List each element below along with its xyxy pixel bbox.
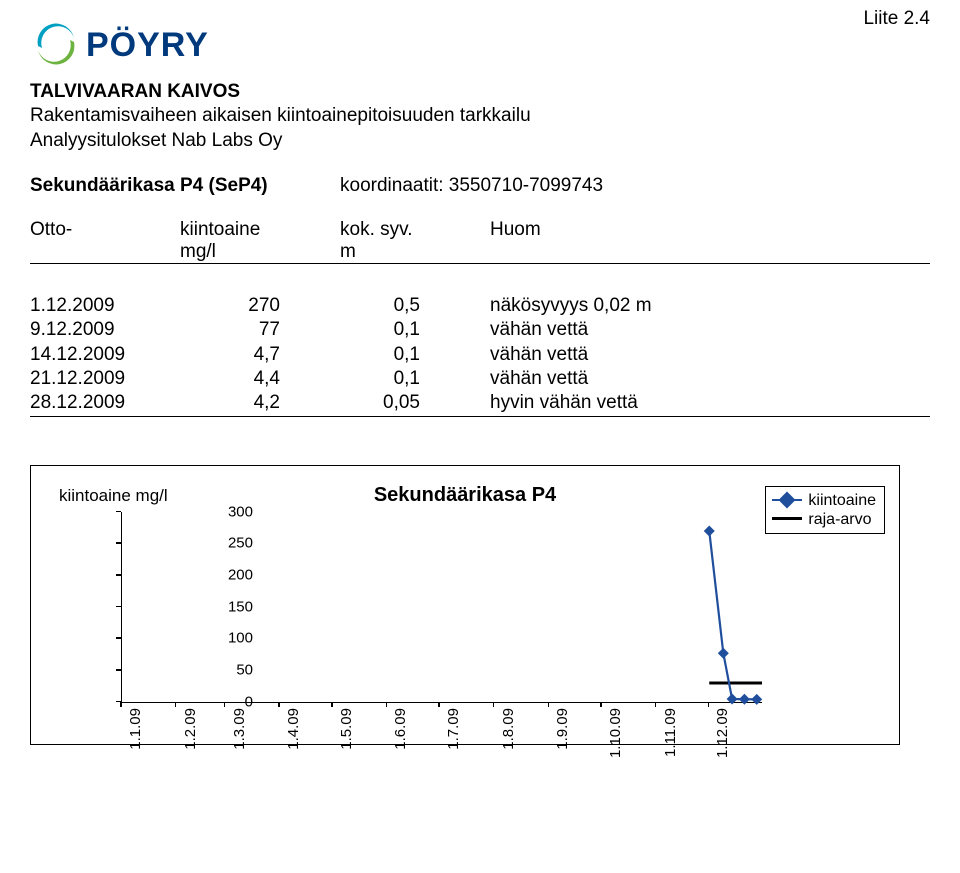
x-tick-label: 1.8.09 — [500, 708, 517, 750]
x-tick-label: 1.4.09 — [285, 708, 302, 750]
cell-depth: 0,5 — [340, 294, 490, 318]
x-tick-label: 1.2.09 — [182, 708, 199, 750]
coordinates: koordinaatit: 3550710-7099743 — [340, 175, 603, 197]
y-tick — [116, 574, 121, 576]
table-row: 28.12.20094,20,05hyvin vähän vettä — [30, 391, 930, 415]
x-tick-label: 1.11.09 — [662, 708, 679, 757]
cell-note: vähän vettä — [490, 367, 930, 391]
x-tick — [438, 702, 440, 707]
data-table: 1.12.20092700,5näkösyvyys 0,02 m9.12.200… — [30, 294, 930, 417]
cell-value: 270 — [180, 294, 340, 318]
chart: kiintoaine mg/l Sekundäärikasa P4 kiinto… — [30, 465, 900, 745]
data-marker — [751, 693, 762, 704]
y-tick — [116, 511, 121, 513]
table-row: 1.12.20092700,5näkösyvyys 0,02 m — [30, 294, 930, 318]
cell-date: 21.12.2009 — [30, 367, 180, 391]
attachment-label: Liite 2.4 — [863, 8, 930, 30]
x-tick-label: 1.12.09 — [714, 708, 731, 758]
cell-date: 28.12.2009 — [30, 391, 180, 415]
x-tick — [493, 702, 495, 707]
cell-note: näkösyvyys 0,02 m — [490, 294, 930, 318]
header-line3: Analyysitulokset Nab Labs Oy — [30, 129, 930, 153]
meta-kiintoaine: kiintoaine — [180, 219, 340, 241]
x-tick — [600, 702, 602, 707]
y-tick-label: 100 — [213, 630, 253, 647]
section-title: Sekundäärikasa P4 (SeP4) — [30, 175, 340, 197]
y-tick — [116, 637, 121, 639]
cell-depth: 0,1 — [340, 318, 490, 342]
header-line2: Rakentamisvaiheen aikaisen kiintoainepit… — [30, 104, 930, 128]
x-tick — [548, 702, 550, 707]
cell-date: 9.12.2009 — [30, 318, 180, 342]
legend-series-label: kiintoaine — [808, 491, 876, 510]
cell-depth: 0,05 — [340, 391, 490, 415]
x-tick-label: 1.10.09 — [607, 708, 624, 758]
x-tick — [278, 702, 280, 707]
legend-limit-label: raja-arvo — [808, 510, 871, 529]
y-tick-label: 250 — [213, 535, 253, 552]
x-tick-label: 1.1.09 — [127, 708, 144, 750]
x-tick-label: 1.9.09 — [554, 708, 571, 750]
data-marker — [718, 647, 729, 658]
svg-text:PÖYRY: PÖYRY — [86, 26, 209, 64]
x-tick-label: 1.7.09 — [445, 708, 462, 750]
cell-date: 1.12.2009 — [30, 294, 180, 318]
x-tick — [224, 702, 226, 707]
meta-table: Otto- kiintoaine kok. syv. Huom mg/l m — [30, 219, 930, 264]
logo-swirl-icon — [38, 24, 75, 65]
data-marker — [727, 693, 738, 704]
y-tick-label: 50 — [213, 661, 253, 678]
meta-unit-mgl: mg/l — [180, 241, 340, 263]
x-tick — [175, 702, 177, 707]
x-tick-label: 1.5.09 — [338, 708, 355, 750]
meta-otto: Otto- — [30, 219, 180, 241]
cell-value: 4,2 — [180, 391, 340, 415]
cell-note: hyvin vähän vettä — [490, 391, 930, 415]
cell-value: 4,7 — [180, 343, 340, 367]
y-tick — [116, 542, 121, 544]
x-tick — [655, 702, 657, 707]
cell-depth: 0,1 — [340, 367, 490, 391]
x-tick-label: 1.6.09 — [392, 708, 409, 750]
data-marker — [739, 693, 750, 704]
logo: PÖYRY — [30, 16, 930, 72]
cell-note: vähän vettä — [490, 343, 930, 367]
cell-date: 14.12.2009 — [30, 343, 180, 367]
table-row: 14.12.20094,70,1vähän vettä — [30, 343, 930, 367]
cell-value: 77 — [180, 318, 340, 342]
header-block: TALVIVAARAN KAIVOS Rakentamisvaiheen aik… — [30, 80, 930, 153]
legend-limit: raja-arvo — [772, 510, 876, 529]
header-line1: TALVIVAARAN KAIVOS — [30, 80, 930, 104]
x-tick — [331, 702, 333, 707]
page: Liite 2.4 PÖYRY TALVIVAARAN KAIVOS Raken… — [0, 0, 960, 873]
table-row: 9.12.2009770,1vähän vettä — [30, 318, 930, 342]
x-tick-label: 1.3.09 — [231, 708, 248, 750]
cell-depth: 0,1 — [340, 343, 490, 367]
cell-value: 4,4 — [180, 367, 340, 391]
x-tick — [708, 702, 710, 707]
cell-note: vähän vettä — [490, 318, 930, 342]
table-row: 21.12.20094,40,1vähän vettä — [30, 367, 930, 391]
meta-blank — [30, 241, 180, 263]
y-tick-label: 300 — [213, 503, 253, 520]
x-tick — [386, 702, 388, 707]
y-tick-label: 200 — [213, 566, 253, 583]
y-tick-label: 150 — [213, 598, 253, 615]
y-tick — [116, 606, 121, 608]
meta-unit-m: m — [340, 241, 490, 263]
series-line — [709, 531, 756, 699]
meta-huom: Huom — [490, 219, 930, 241]
x-tick — [120, 702, 122, 707]
legend-series: kiintoaine — [772, 491, 876, 510]
legend: kiintoaine raja-arvo — [765, 486, 885, 534]
data-marker — [704, 525, 715, 536]
y-tick — [116, 669, 121, 671]
meta-koksyv: kok. syv. — [340, 219, 490, 241]
